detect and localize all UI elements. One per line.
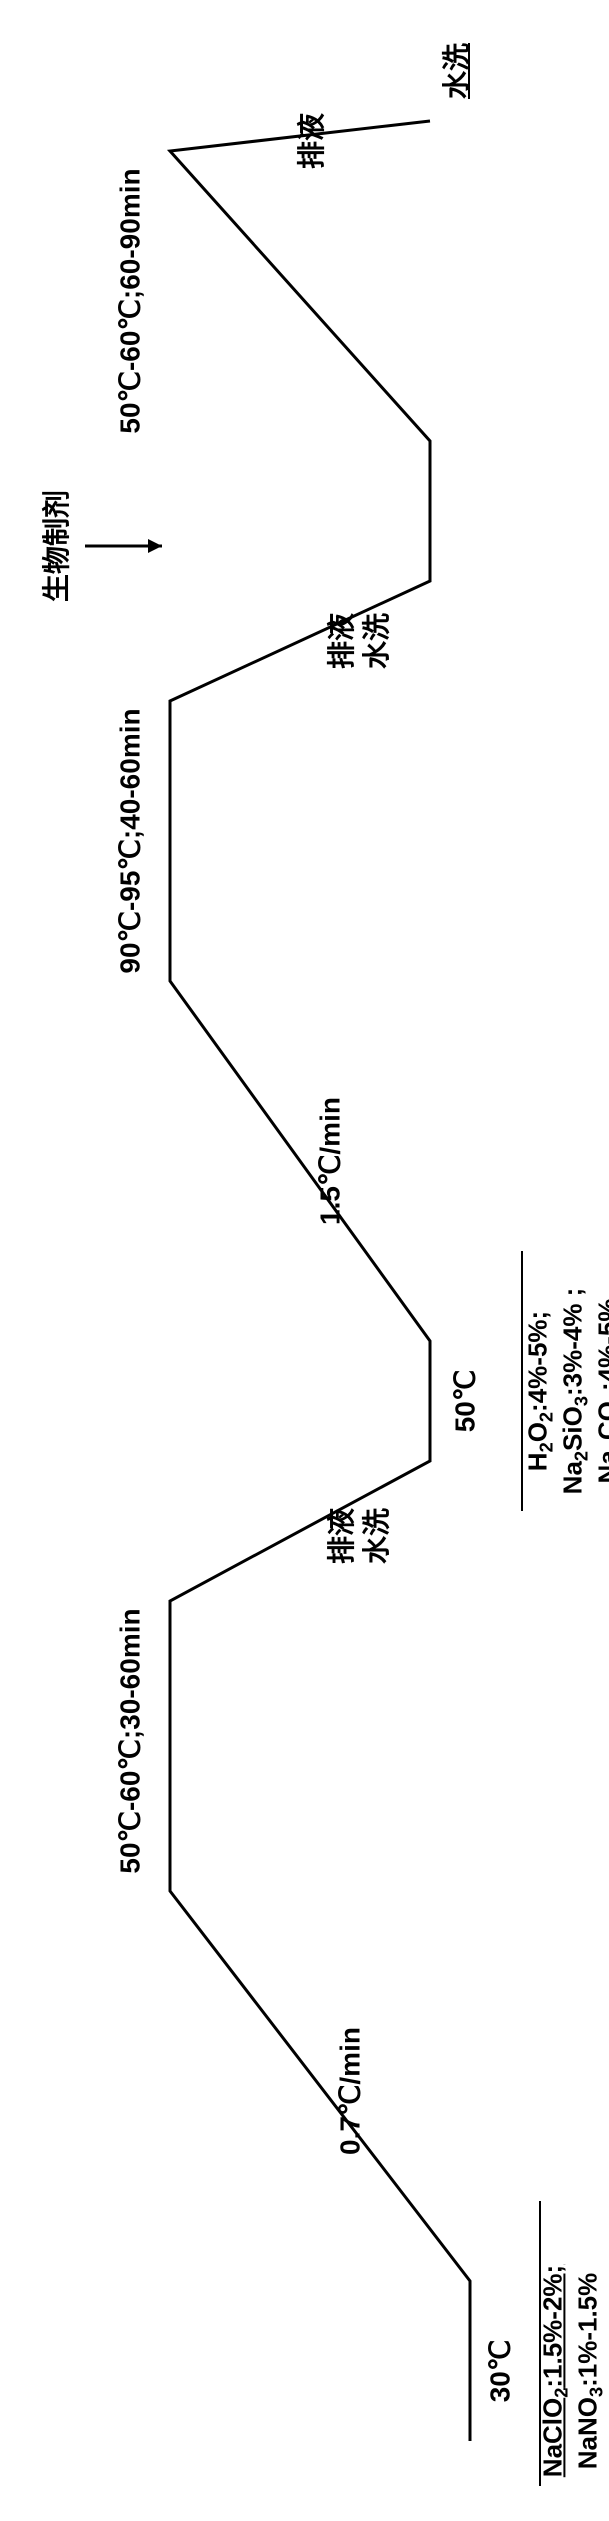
rate-1: 0.7℃/min [334, 2027, 367, 2155]
drain-1b: 水洗 [355, 1508, 395, 1564]
drain-1a: 排液 [320, 1508, 360, 1564]
process-line [0, 0, 609, 2521]
plateau-3: 50℃-60℃;60-90min [114, 168, 147, 433]
drain-3b: 水洗 [435, 43, 475, 99]
plateau-1: 50℃-60℃;30-60min [114, 1608, 147, 1873]
start-temp: 30℃ [484, 2340, 517, 2403]
bio-agent-label: 生物制剂 [35, 490, 75, 602]
drain-3a: 排液 [290, 113, 330, 169]
reagent-1-a: NaClO2:1.5%-2%; [537, 2265, 572, 2477]
rate-2: 1.5℃/min [314, 1097, 347, 1225]
reagent-2-a: H2O2:4%-5%; [522, 1311, 557, 1471]
plateau-2: 90℃-95℃;40-60min [114, 708, 147, 973]
diagram-container: 生物制剂 30℃ NaClO2:1.5%-2%;NaNO3:1%-1.5% 0.7℃/… [0, 0, 609, 2521]
reagent-2-b: Na2SiO3:3%-4% ; [557, 1288, 592, 1495]
reagent-2-c: Na2CO3:4%-5% [592, 1299, 609, 1484]
drain-2a: 排液 [320, 613, 360, 669]
drain-2b: 水洗 [355, 613, 395, 669]
reagent-1-b: NaNO3:1%-1.5% [572, 2273, 607, 2470]
temp-50: 50℃ [449, 1370, 482, 1433]
